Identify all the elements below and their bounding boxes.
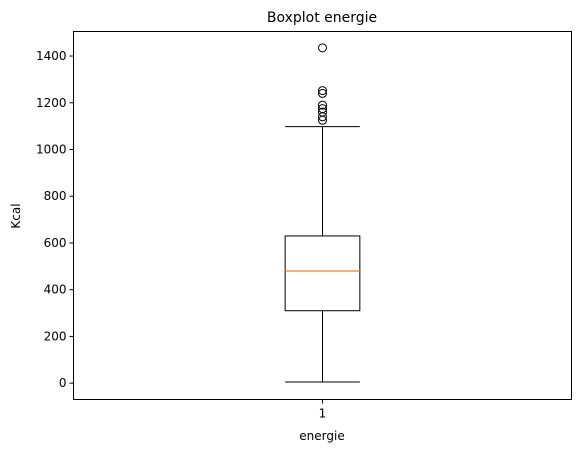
y-tick-label: 400 bbox=[44, 283, 67, 297]
y-tick-label: 200 bbox=[44, 329, 67, 343]
outlier-point bbox=[318, 100, 327, 110]
y-tick-label: 0 bbox=[59, 376, 67, 390]
iqr-box bbox=[284, 235, 361, 312]
plot-frame bbox=[73, 31, 572, 400]
y-tick-label: 1400 bbox=[36, 49, 67, 63]
plot-area bbox=[284, 43, 361, 383]
x-tick-label: 1 bbox=[319, 407, 327, 421]
outlier-point bbox=[318, 43, 327, 53]
y-axis-label: Kcal bbox=[9, 203, 23, 228]
y-tick-label: 800 bbox=[44, 189, 67, 203]
x-axis: 1 bbox=[319, 399, 327, 421]
outlier-point bbox=[318, 104, 327, 114]
y-tick-label: 1000 bbox=[36, 142, 67, 156]
chart-title: Boxplot energie bbox=[267, 10, 377, 26]
y-tick-label: 1200 bbox=[36, 96, 67, 110]
x-axis-label: energie bbox=[299, 429, 344, 443]
y-tick-label: 600 bbox=[44, 236, 67, 250]
outlier-point bbox=[318, 88, 327, 98]
y-axis: 0 200 400 600 800 1000 1200 1400 bbox=[36, 49, 74, 390]
outlier-point bbox=[318, 107, 327, 117]
outlier-point bbox=[318, 86, 327, 96]
